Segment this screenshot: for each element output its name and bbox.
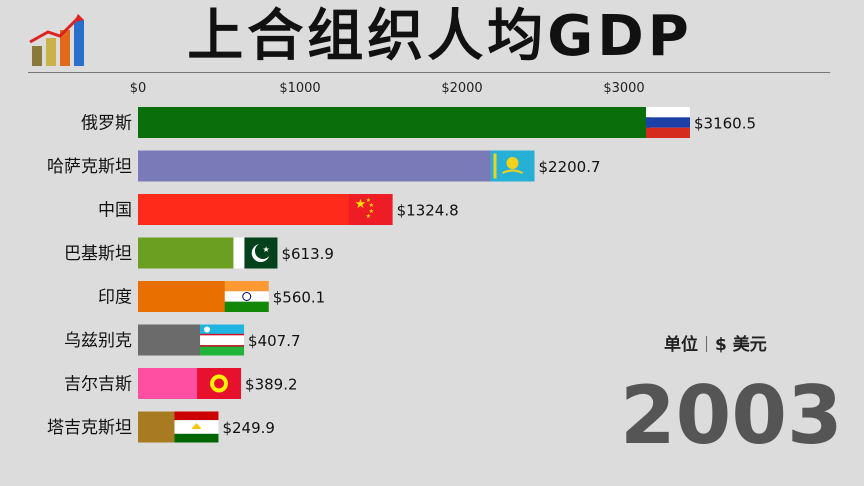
- value-label: $249.9: [222, 419, 275, 437]
- category-label: 印度: [98, 288, 132, 308]
- x-tick-label: $1000: [279, 81, 320, 96]
- bar: [138, 411, 179, 443]
- category-label: 哈萨克斯坦: [47, 157, 132, 177]
- category-label: 巴基斯坦: [64, 244, 132, 264]
- category-label: 塔吉克斯坦: [47, 418, 132, 438]
- x-tick-label: $2000: [441, 81, 482, 96]
- category-label: 乌兹别克: [64, 331, 132, 351]
- value-label: $613.9: [281, 245, 334, 263]
- svg-text:★: ★: [369, 208, 374, 215]
- x-tick-label: $3000: [603, 81, 644, 96]
- bar: [138, 281, 229, 312]
- china-flag-icon: ★ ★★★★: [348, 194, 393, 225]
- title-divider: [28, 72, 830, 73]
- value-label: $1324.8: [397, 202, 459, 220]
- pakistan-flag-icon: ★: [233, 237, 278, 269]
- svg-text:★: ★: [262, 245, 269, 254]
- bar: [138, 194, 353, 225]
- russia-flag-icon: [646, 107, 691, 138]
- x-tick-label: $0: [130, 81, 147, 96]
- bar: [138, 237, 238, 269]
- tajikistan-flag-icon: [174, 411, 219, 443]
- india-flag-icon: [224, 281, 269, 312]
- bar: [138, 324, 205, 356]
- uzbekistan-flag-icon: [200, 324, 245, 356]
- value-label: $2200.7: [539, 158, 601, 176]
- category-label: 吉尔吉斯: [64, 375, 132, 395]
- kyrgyzstan-flag-icon: [197, 368, 242, 399]
- bar: [138, 107, 651, 138]
- unit-label: 单位 $ 美元: [664, 330, 767, 355]
- value-label: $389.2: [245, 376, 298, 394]
- bar: [138, 368, 202, 399]
- year-label: 2003: [620, 369, 843, 462]
- value-label: $560.1: [273, 289, 326, 307]
- svg-text:★: ★: [366, 213, 371, 220]
- unit-value-text: $ 美元: [715, 335, 767, 355]
- category-label: 俄罗斯: [81, 114, 132, 134]
- svg-text:★: ★: [369, 202, 374, 209]
- svg-text:★: ★: [366, 197, 371, 204]
- category-label: 中国: [98, 201, 132, 221]
- value-label: $407.7: [248, 332, 301, 350]
- kazakhstan-flag-icon: [490, 150, 535, 182]
- page-title: 上合组织人均GDP: [187, 4, 693, 69]
- unit-separator: [706, 336, 707, 352]
- unit-label-text: 单位: [664, 335, 698, 355]
- chart-logo-icon: [29, 14, 84, 66]
- svg-text:★: ★: [355, 197, 367, 212]
- bar: [138, 150, 495, 182]
- value-label: $3160.5: [694, 115, 756, 133]
